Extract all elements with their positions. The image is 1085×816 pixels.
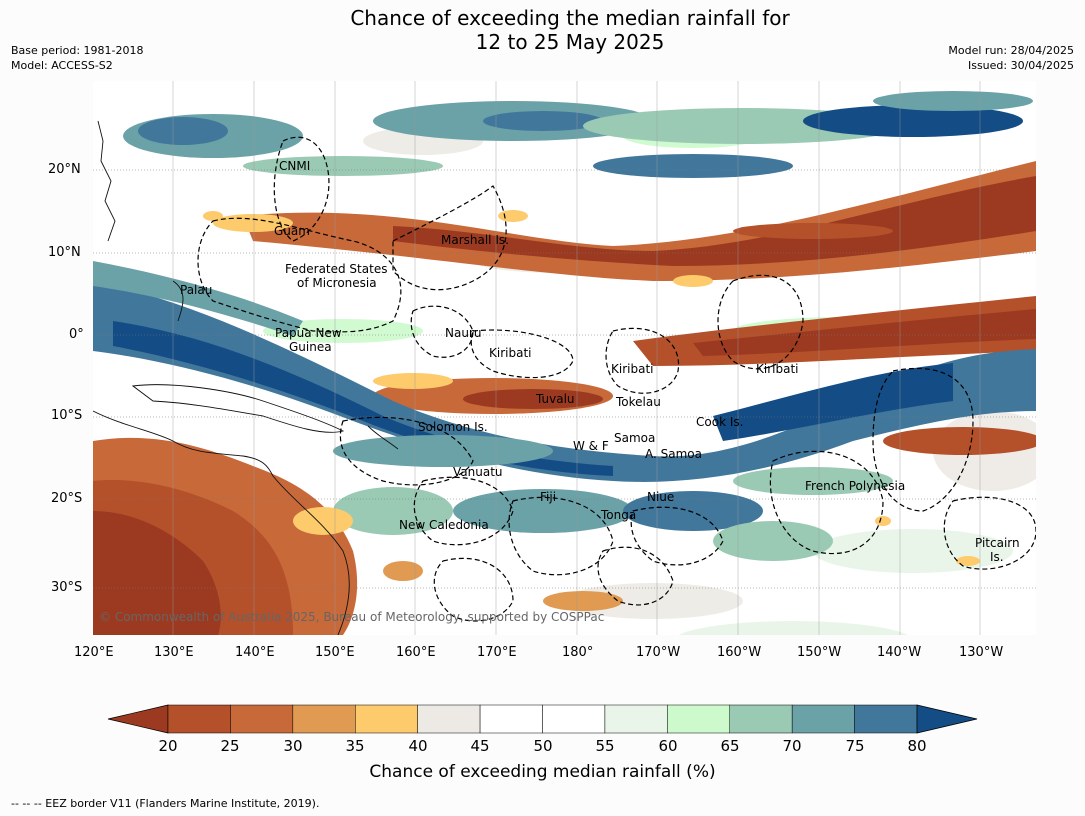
colorbar-tick: 20 (158, 737, 178, 755)
lat-label: 10°S (51, 408, 83, 423)
colorbar-tick: 80 (907, 737, 927, 755)
lon-label: 150°W (797, 645, 842, 660)
place-label: Solomon Is. (418, 420, 488, 434)
lon-label: 180° (562, 645, 594, 660)
colorbar-box (230, 704, 294, 734)
place-label: A. Samoa (645, 447, 702, 461)
colorbar-tick: 35 (345, 737, 365, 755)
main-wet-band (93, 261, 1036, 561)
lon-label: 130°E (154, 645, 194, 660)
lon-label: 140°W (877, 645, 922, 660)
eez-footnote: -- -- -- EEZ border V11 (Flanders Marine… (11, 797, 320, 810)
colorbar-tick: 60 (658, 737, 678, 755)
place-label: French Polynesia (805, 479, 906, 493)
colorbar-box (542, 704, 606, 734)
lat-label: 10°N (48, 245, 81, 260)
colorbar-tick: 65 (720, 737, 740, 755)
lon-label: 160°W (717, 645, 762, 660)
colorbar-box (479, 704, 543, 734)
colorbar-box (854, 704, 918, 734)
colorbar-tick: 50 (533, 737, 553, 755)
place-label: Tuvalu (536, 392, 575, 406)
colorbar-label: Chance of exceeding median rainfall (%) (369, 762, 716, 782)
lon-label: 160°E (396, 645, 436, 660)
place-label: Federated States (285, 262, 388, 276)
colorbar (107, 704, 978, 734)
colorbar-tick: 25 (220, 737, 240, 755)
model-run: Model run: 28/04/2025 (948, 44, 1074, 57)
colorbar-tick: 70 (782, 737, 802, 755)
base-period: Base period: 1981-2018 (11, 44, 144, 57)
place-label: W & F (573, 439, 609, 453)
place-label: Niue (647, 490, 675, 504)
place-label: of Micronesia (297, 276, 377, 290)
place-label: Is. (990, 550, 1004, 564)
colorbar-box (355, 704, 418, 734)
copyright-notice: © Commonwealth of Australia 2025, Bureau… (99, 610, 605, 624)
place-label: Pitcairn (975, 536, 1020, 550)
graticule (93, 169, 1036, 589)
meta-right: Model run: 28/04/2025 Issued: 30/04/2025 (948, 43, 1074, 73)
meridians (172, 81, 981, 635)
title-line2: 12 to 25 May 2025 (475, 30, 665, 54)
colorbar-extend-low (107, 704, 169, 734)
place-label: Marshall Is. (441, 233, 509, 247)
place-label: Nauru (445, 326, 482, 340)
australia-dry-region (93, 437, 623, 635)
place-label: Cook Is. (696, 415, 744, 429)
colorbar-box (791, 704, 855, 734)
place-label: Kiribati (611, 362, 654, 376)
eez-borders (197, 136, 1036, 622)
map-title: Chance of exceeding the median rainfall … (0, 6, 1085, 54)
equatorial-dry-band (373, 296, 1036, 455)
place-label: Kiribati (489, 346, 532, 360)
place-label: Vanuatu (453, 465, 503, 479)
place-label: Guam (274, 224, 310, 238)
meta-left: Base period: 1981-2018 Model: ACCESS-S2 (11, 43, 143, 73)
map-canvas (93, 81, 1036, 635)
issued-date: Issued: 30/04/2025 (967, 59, 1074, 72)
model-name: Model: ACCESS-S2 (11, 59, 113, 72)
colorbar-box (604, 704, 668, 734)
place-label: Guinea (289, 340, 332, 354)
lon-label: 140°E (235, 645, 275, 660)
lon-label: 170°W (636, 645, 681, 660)
lon-label: 130°W (959, 645, 1004, 660)
lat-label: 30°S (51, 580, 83, 595)
colorbar-box (167, 704, 231, 734)
colorbar-tick: 45 (470, 737, 490, 755)
colorbar-tick: 55 (595, 737, 615, 755)
place-label: Fiji (540, 490, 557, 504)
colorbar-tick: 30 (283, 737, 303, 755)
lon-label: 150°E (315, 645, 355, 660)
colorbar-box (292, 704, 356, 734)
place-label: New Caledonia (399, 518, 489, 532)
lon-label: 170°E (477, 645, 517, 660)
colorbar-extend-high (916, 704, 978, 734)
place-label: Papua New (275, 326, 342, 340)
colorbar-tick: 75 (845, 737, 865, 755)
title-line1: Chance of exceeding the median rainfall … (350, 6, 790, 30)
rainfall-map: CNMI Guam Marshall Is. Federated States … (93, 81, 1036, 635)
place-label: Samoa (614, 431, 656, 445)
lon-label: 120°E (74, 645, 114, 660)
colorbar-box (417, 704, 481, 734)
scattered-dry-patches (203, 210, 980, 566)
lat-label: 20°N (48, 162, 81, 177)
lat-label: 20°S (51, 491, 83, 506)
place-label: Kiribati (756, 362, 799, 376)
place-label: Tonga (601, 508, 637, 522)
colorbar-box (667, 704, 730, 734)
colorbar-tick: 40 (408, 737, 428, 755)
colorbar-box (729, 704, 793, 734)
place-label: Palau (180, 283, 213, 297)
lat-label: 0° (69, 327, 84, 342)
coastlines (93, 120, 399, 635)
place-label: CNMI (279, 159, 311, 173)
north-wet-band (123, 91, 1033, 178)
place-label: Tokelau (616, 395, 661, 409)
